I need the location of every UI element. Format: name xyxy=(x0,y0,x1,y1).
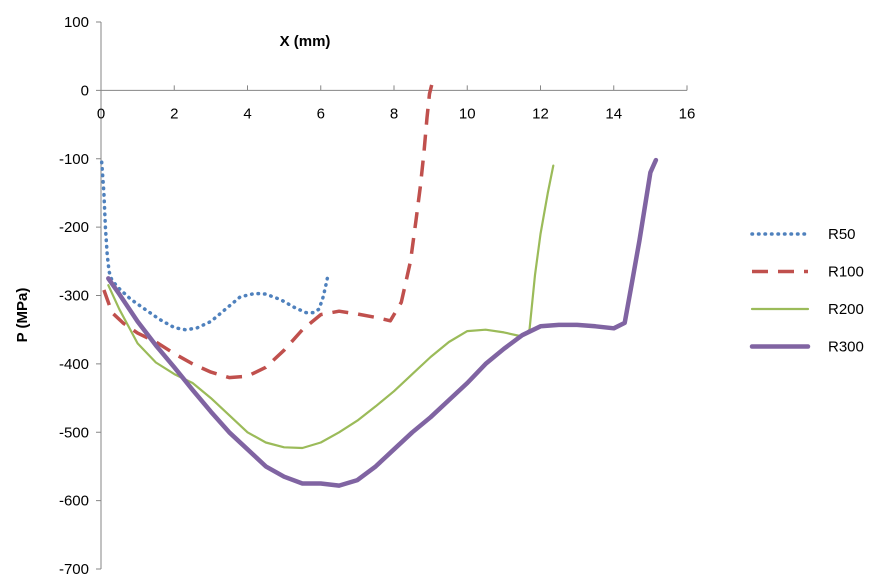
series-line-r100 xyxy=(102,84,434,380)
y-axis-title: P (MPa) xyxy=(14,288,31,343)
y-tick-label: -700 xyxy=(59,561,89,578)
y-tick-label: -500 xyxy=(59,424,89,441)
x-tick-label: 12 xyxy=(532,105,549,122)
legend-label-r50: R50 xyxy=(828,226,856,243)
y-tick-label: -200 xyxy=(59,219,89,236)
x-tick-label: 6 xyxy=(317,105,325,122)
y-tick-label: -400 xyxy=(59,356,89,373)
x-axis-title: X (mm) xyxy=(280,33,331,50)
y-tick-label: -100 xyxy=(59,151,89,168)
y-tick-label: -600 xyxy=(59,493,89,510)
x-tick-label: 16 xyxy=(679,105,696,122)
series-line-r200 xyxy=(107,164,555,450)
x-tick-label: 8 xyxy=(390,105,398,122)
series-line-r300 xyxy=(106,157,659,488)
y-tick-label: 0 xyxy=(81,82,89,99)
x-tick-label: 0 xyxy=(97,105,105,122)
legend-label-r200: R200 xyxy=(828,301,864,318)
legend-label-r300: R300 xyxy=(828,339,864,356)
chart-legend: R50 R100 R200 R300 xyxy=(749,226,864,356)
x-tick-label: 10 xyxy=(459,105,476,122)
x-tick-label: 4 xyxy=(243,105,251,122)
x-tick-label: 2 xyxy=(170,105,178,122)
y-tick-label: 100 xyxy=(64,14,89,31)
series-line-r50 xyxy=(99,160,331,332)
legend-label-r100: R100 xyxy=(828,264,864,281)
y-tick-label: -300 xyxy=(59,288,89,305)
chart-series-group xyxy=(99,84,659,488)
x-tick-label: 14 xyxy=(605,105,622,122)
chart-axes: 100 0 -100 -200 -300 -400 -500 -600 -700 0 2 4 6 8 10 1… xyxy=(59,14,695,578)
